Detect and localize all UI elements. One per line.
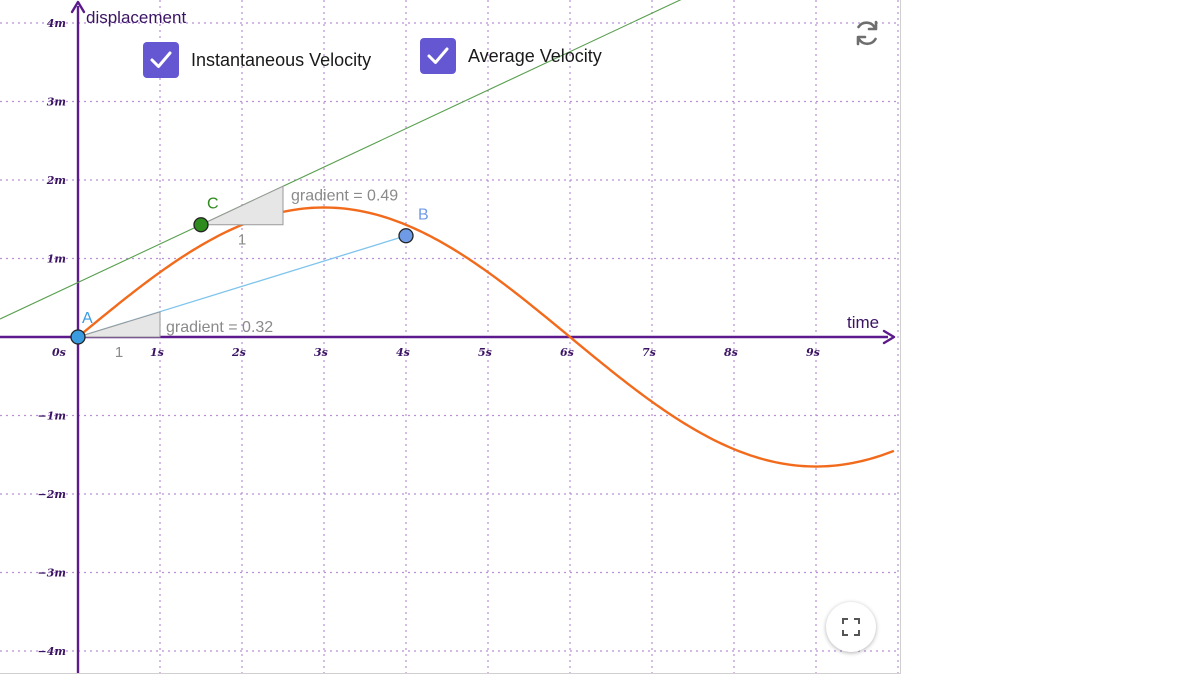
- average-run-label: 1: [115, 344, 123, 361]
- check-icon: [150, 51, 172, 68]
- point-c-label: C: [207, 196, 219, 213]
- x-tick-label: 2s: [231, 346, 246, 359]
- x-tick-label: 3s: [314, 346, 328, 359]
- instantaneous-checkbox[interactable]: [143, 42, 179, 78]
- points[interactable]: A B C: [70, 196, 429, 345]
- graph-canvas: 0s 1s 2s 3s 4s 5s 6s 7s 8s 9s 4m 3m 2m 1m −1m −2m −3m −4m…: [0, 0, 900, 673]
- average-slope-triangle: [77, 311, 161, 338]
- refresh-icon: [856, 20, 878, 46]
- y-tick-label: 4m: [47, 17, 66, 30]
- instantaneous-gradient-label: gradient = 0.49: [291, 187, 398, 204]
- y-tick-label: −4m: [37, 645, 66, 658]
- average-velocity-toggle[interactable]: Average Velocity: [420, 38, 602, 74]
- x-tick-label: 9s: [806, 346, 820, 359]
- instantaneous-slope-triangle: [200, 185, 284, 226]
- tick-labels: 0s 1s 2s 3s 4s 5s 6s 7s 8s 9s 4m 3m 2m 1m −1m −2m −3m −4m: [37, 17, 819, 658]
- y-tick-label: 1m: [47, 253, 66, 266]
- y-tick-label: 3m: [47, 96, 66, 109]
- instantaneous-run-label: 1: [238, 232, 246, 249]
- reset-button[interactable]: [850, 16, 884, 50]
- y-axis-arrow: [70, 0, 86, 14]
- graph-applet: 0s 1s 2s 3s 4s 5s 6s 7s 8s 9s 4m 3m 2m 1m −1m −2m −3m −4m…: [0, 0, 901, 674]
- check-icon: [427, 47, 449, 64]
- x-tick-label: 5s: [478, 346, 492, 359]
- y-tick-label: −3m: [37, 567, 66, 580]
- x-tick-label: 0s: [52, 346, 66, 359]
- y-tick-label: −2m: [37, 488, 66, 501]
- point-b-label: B: [418, 207, 429, 224]
- lines: 1 gradient = 0.49 1 gradient = 0.32: [0, 0, 895, 468]
- y-axis-label: displacement: [86, 8, 186, 27]
- point-b[interactable]: [398, 228, 414, 244]
- displacement-curve: [77, 206, 895, 468]
- x-tick-label: 1s: [150, 346, 164, 359]
- x-axis-label: time: [847, 313, 879, 332]
- y-tick-label: 2m: [46, 174, 66, 187]
- instantaneous-velocity-toggle[interactable]: Instantaneous Velocity: [143, 42, 371, 78]
- x-axis-arrow: [882, 329, 896, 345]
- y-tick-label: −1m: [37, 410, 66, 423]
- point-a-label: A: [82, 310, 93, 327]
- x-tick-label: 6s: [560, 346, 574, 359]
- x-tick-label: 8s: [724, 346, 738, 359]
- x-tick-label: 4s: [396, 346, 410, 359]
- average-gradient-label: gradient = 0.32: [166, 319, 273, 336]
- average-checkbox[interactable]: [420, 38, 456, 74]
- average-velocity-label: Average Velocity: [468, 45, 602, 66]
- x-tick-label: 7s: [642, 346, 656, 359]
- fullscreen-button[interactable]: [826, 602, 876, 652]
- instantaneous-velocity-label: Instantaneous Velocity: [191, 49, 372, 70]
- fullscreen-icon: [842, 618, 860, 636]
- point-a[interactable]: [70, 329, 86, 345]
- tangent-line: [0, 0, 682, 320]
- point-c[interactable]: [193, 217, 209, 233]
